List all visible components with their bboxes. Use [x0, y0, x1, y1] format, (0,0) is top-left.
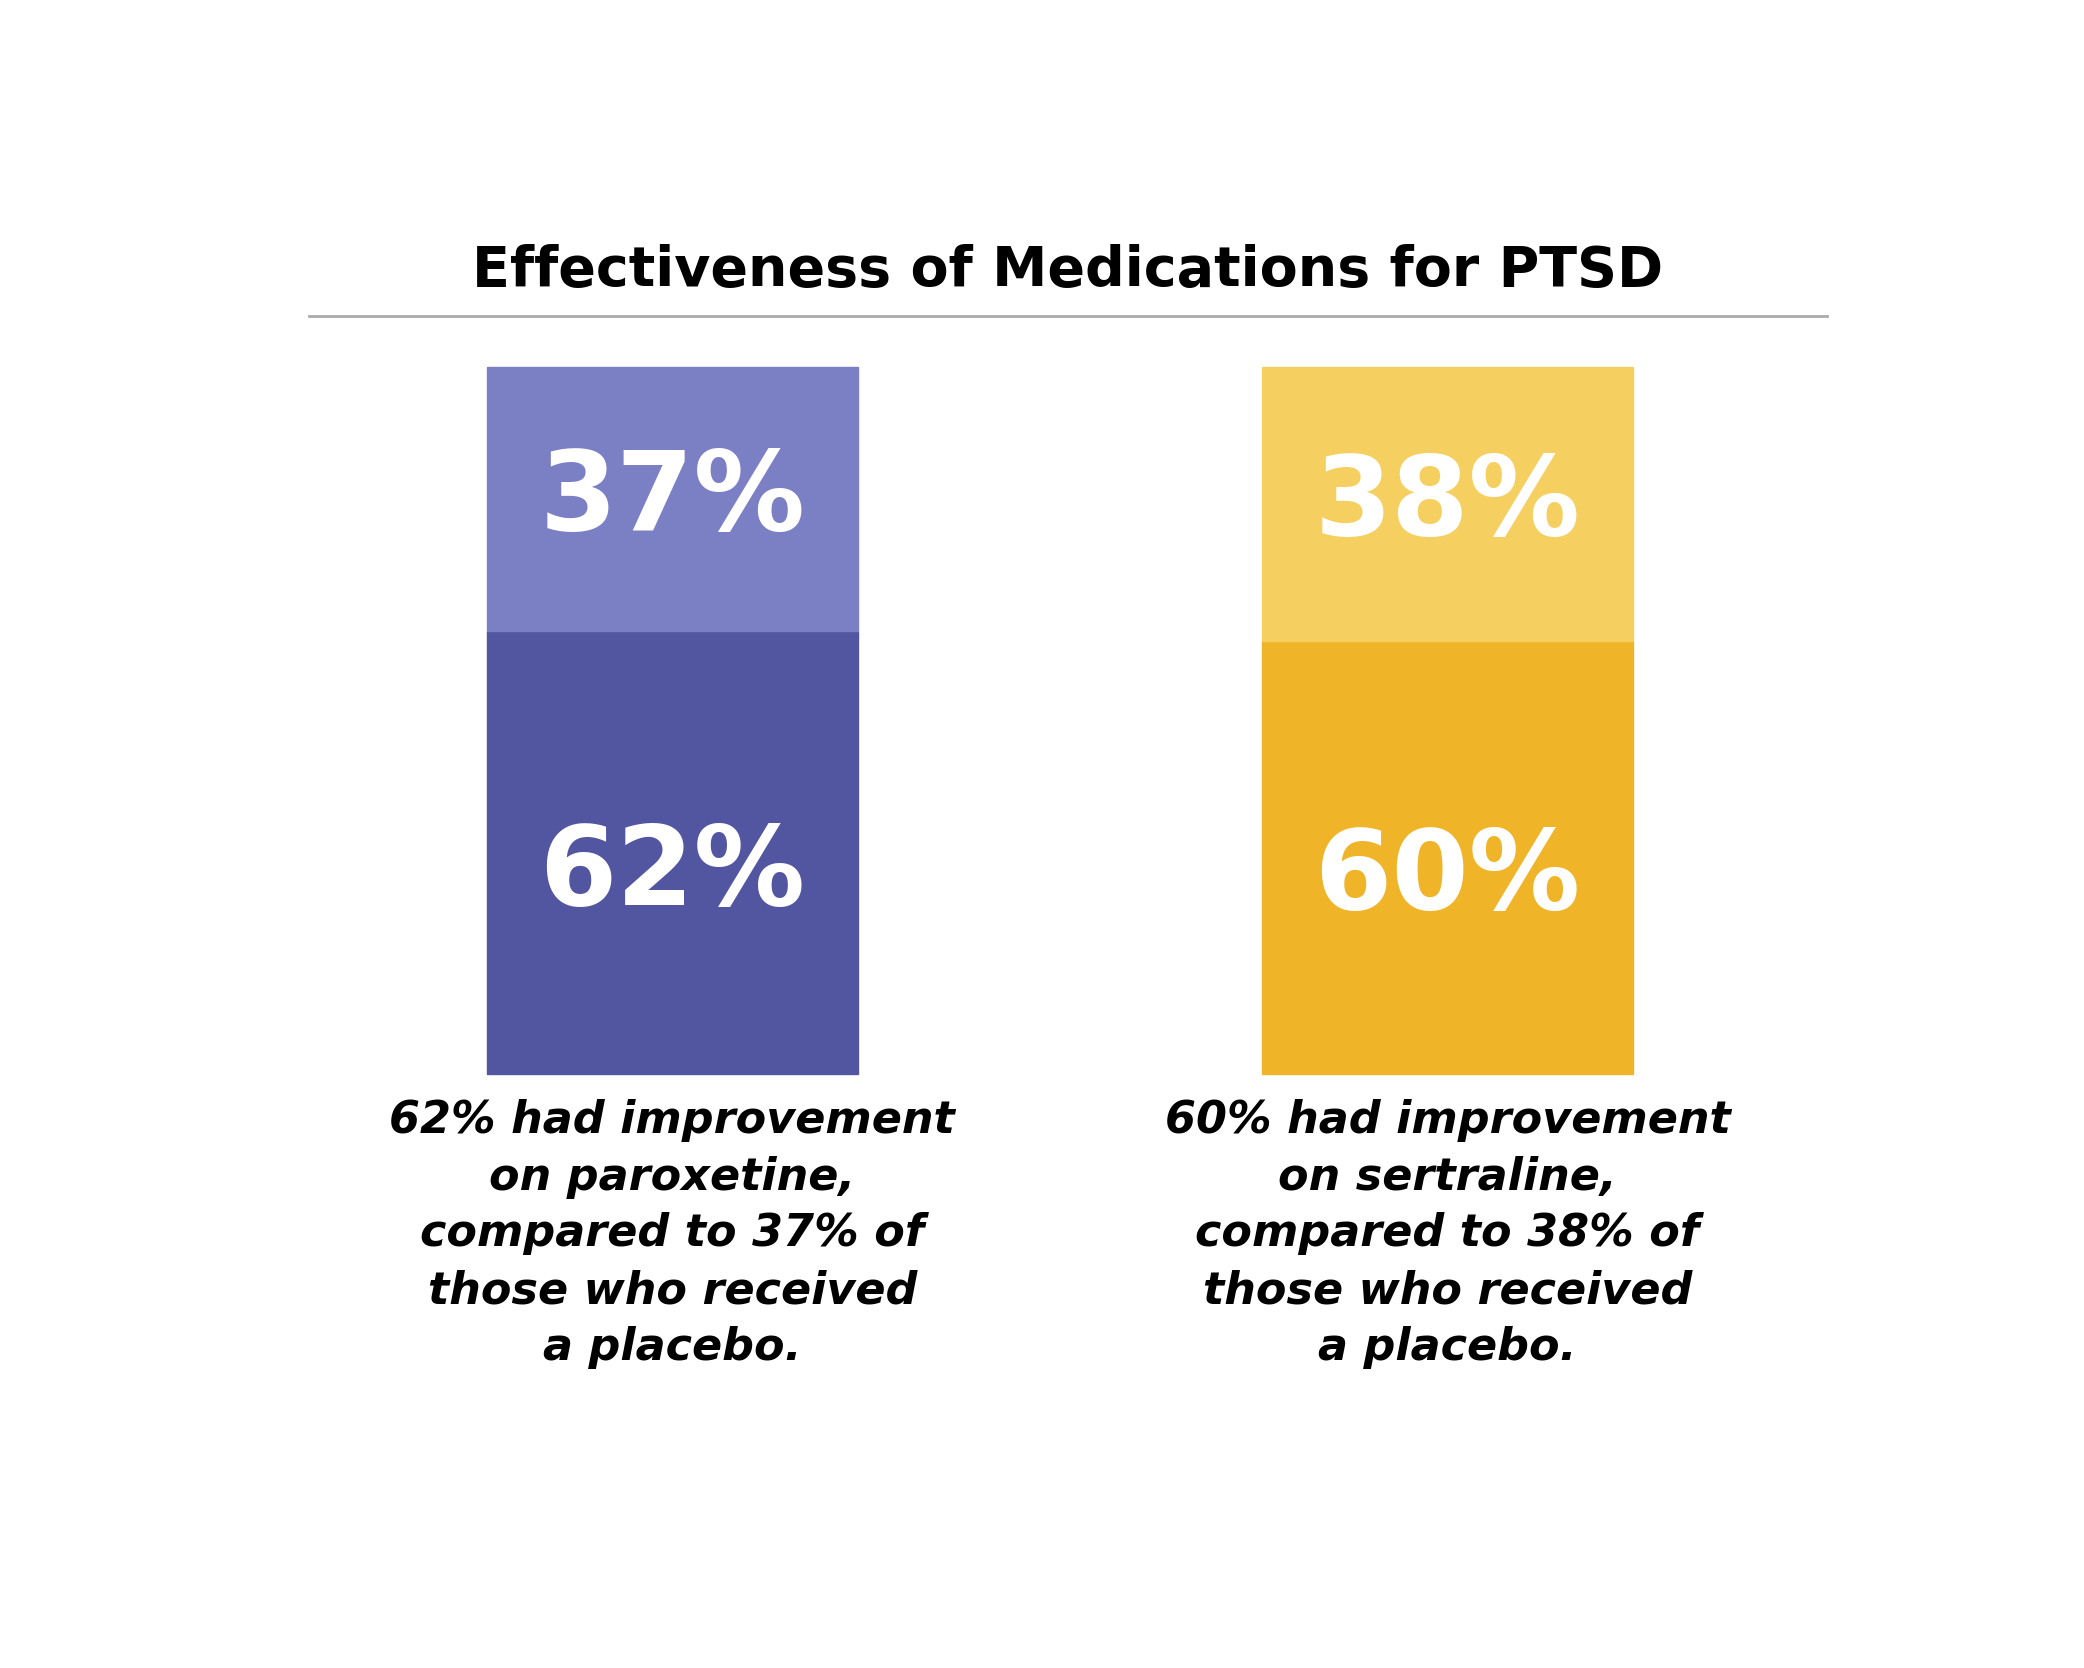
Text: Effectiveness of Medications for PTSD: Effectiveness of Medications for PTSD [473, 244, 1663, 299]
Text: 60%: 60% [1315, 826, 1580, 932]
Bar [488, 367, 859, 631]
Bar [1263, 641, 1634, 1074]
Bar [488, 631, 859, 1074]
Text: 37%: 37% [540, 445, 804, 552]
Text: 62% had improvement
on paroxetine,
compared to 37% of
those who received
a place: 62% had improvement on paroxetine, compa… [390, 1099, 954, 1369]
Text: 60% had improvement
on sertraline,
compared to 38% of
those who received
a place: 60% had improvement on sertraline, compa… [1165, 1099, 1730, 1369]
Bar [1263, 367, 1634, 641]
Text: 62%: 62% [540, 821, 804, 927]
Text: 38%: 38% [1315, 450, 1580, 557]
